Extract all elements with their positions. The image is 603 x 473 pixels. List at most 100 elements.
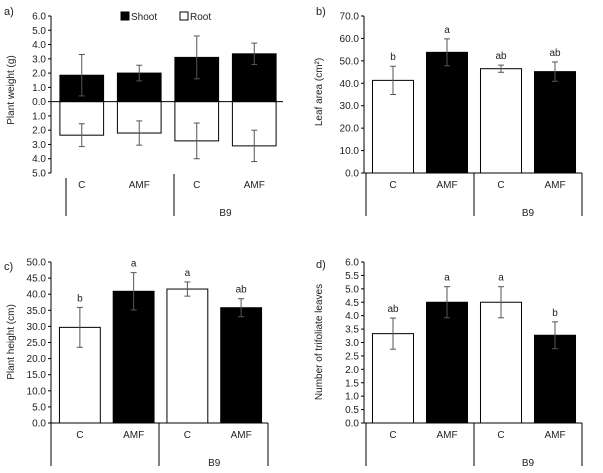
group-label: B9 bbox=[522, 208, 535, 219]
significance-letter: b bbox=[552, 308, 558, 319]
y-tick-label: 1.0 bbox=[32, 111, 46, 122]
y-tick-label: 35.0 bbox=[27, 306, 47, 317]
significance-letter: ab bbox=[236, 285, 248, 296]
bar bbox=[371, 79, 415, 174]
bar bbox=[533, 71, 577, 174]
x-tick-label: AMF bbox=[544, 180, 565, 191]
y-axis-label: Number of trifoliate leaves bbox=[314, 284, 325, 400]
legend-label-root: Root bbox=[190, 12, 211, 23]
x-tick-label: AMF bbox=[544, 430, 565, 441]
group-label: B9 bbox=[219, 208, 232, 219]
significance-letter: ab bbox=[549, 48, 561, 59]
legend-swatch-shoot bbox=[120, 11, 130, 21]
y-tick-label: 3.0 bbox=[32, 54, 46, 65]
bar bbox=[112, 290, 155, 424]
y-tick-label: 25.0 bbox=[27, 338, 47, 349]
y-tick-label: 40.0 bbox=[340, 79, 360, 90]
y-tick-label: 50.0 bbox=[340, 56, 360, 67]
y-tick-label: 0.0 bbox=[32, 419, 46, 430]
y-tick-label: 2.0 bbox=[345, 365, 359, 376]
y-tick-label: 4.5 bbox=[345, 298, 359, 309]
y-tick-label: 6.0 bbox=[32, 12, 46, 23]
y-tick-label: 4.0 bbox=[32, 40, 46, 51]
y-tick-label: 0.0 bbox=[345, 419, 359, 430]
x-tick-label: C bbox=[389, 430, 396, 441]
x-tick-label: C bbox=[184, 430, 191, 441]
y-tick-label: 60.0 bbox=[340, 34, 360, 45]
y-tick-label: 1.0 bbox=[345, 392, 359, 403]
panel-label: d) bbox=[316, 259, 326, 271]
y-tick-label: 15.0 bbox=[27, 370, 47, 381]
group-label: B9 bbox=[522, 458, 535, 469]
y-tick-label: 3.0 bbox=[32, 140, 46, 151]
y-tick-label: 1.0 bbox=[32, 83, 46, 94]
legend-swatch-root bbox=[179, 11, 189, 21]
panel-a: a) Plant weight (g) Shoot Root 5.0 4.0 3.0… bbox=[4, 6, 283, 219]
y-tick-label: 70.0 bbox=[340, 12, 360, 23]
x-tick-label: AMF bbox=[436, 430, 457, 441]
bar bbox=[425, 301, 469, 424]
bar bbox=[479, 301, 523, 424]
x-tick-label: AMF bbox=[129, 180, 150, 191]
panel-c: c) Plant height (cm) 0.0 5.0 10.0 15.0 20.0 2… bbox=[4, 258, 269, 469]
legend-label-shoot: Shoot bbox=[131, 12, 157, 23]
y-tick-label: 5.5 bbox=[345, 271, 359, 282]
x-tick-label: C bbox=[193, 180, 200, 191]
y-tick-label: 6.0 bbox=[345, 258, 359, 269]
significance-letter: a bbox=[131, 259, 137, 270]
significance-letter: b bbox=[390, 52, 396, 63]
panel-label: b) bbox=[316, 6, 326, 18]
x-tick-label: AMF bbox=[244, 180, 265, 191]
significance-letter: a bbox=[444, 273, 450, 284]
x-tick-label: C bbox=[389, 180, 396, 191]
significance-letter: a bbox=[444, 25, 450, 36]
group-label: B9 bbox=[208, 458, 221, 469]
x-tick-label: C bbox=[497, 430, 504, 441]
bar bbox=[220, 307, 263, 424]
y-tick-label: 0.5 bbox=[345, 405, 359, 416]
y-tick-label: 4.0 bbox=[32, 154, 46, 165]
y-tick-label: 30.0 bbox=[27, 322, 47, 333]
y-axis-label: Plant height (cm) bbox=[6, 304, 17, 380]
y-tick-label: 10.0 bbox=[27, 386, 47, 397]
y-tick-label: 5.0 bbox=[32, 169, 46, 180]
y-tick-label: 0.0 bbox=[32, 97, 46, 108]
y-tick-label: 30.0 bbox=[340, 101, 360, 112]
y-tick-label: 5.0 bbox=[345, 284, 359, 295]
y-tick-label: 3.0 bbox=[345, 338, 359, 349]
panel-d: d) Number of trifoliate leaves 0.0 0.5 1.0… bbox=[314, 258, 583, 469]
bar bbox=[425, 51, 469, 174]
x-tick-label: AMF bbox=[231, 430, 252, 441]
panel-label: c) bbox=[4, 261, 13, 273]
y-axis-label: Plant weight (g) bbox=[6, 55, 17, 124]
y-axis-label: Leaf area (cm²) bbox=[314, 58, 325, 126]
y-tick-label: 2.0 bbox=[32, 69, 46, 80]
y-tick-label: 50.0 bbox=[27, 258, 47, 269]
y-tick-label: 5.0 bbox=[32, 402, 46, 413]
significance-letter: b bbox=[77, 293, 83, 304]
y-tick-label: 10.0 bbox=[340, 146, 360, 157]
x-tick-label: AMF bbox=[436, 180, 457, 191]
significance-letter: ab bbox=[495, 51, 507, 62]
x-tick-label: C bbox=[78, 180, 85, 191]
y-tick-label: 0.0 bbox=[345, 169, 359, 180]
y-tick-label: 20.0 bbox=[340, 124, 360, 135]
y-tick-label: 2.5 bbox=[345, 351, 359, 362]
x-tick-label: C bbox=[76, 430, 83, 441]
x-tick-label: C bbox=[497, 180, 504, 191]
y-tick-label: 3.5 bbox=[345, 325, 359, 336]
bar bbox=[166, 288, 209, 424]
panel-label: a) bbox=[4, 6, 14, 18]
y-tick-label: 20.0 bbox=[27, 354, 47, 365]
bar bbox=[479, 68, 523, 174]
y-tick-label: 5.0 bbox=[32, 26, 46, 37]
significance-letter: a bbox=[185, 268, 191, 279]
x-tick-label: AMF bbox=[123, 430, 144, 441]
y-tick-label: 45.0 bbox=[27, 274, 47, 285]
y-tick-label: 2.0 bbox=[32, 126, 46, 137]
panel-b: b) Leaf area (cm²) 0.0 10.0 20.0 30.0 40.0 50… bbox=[314, 6, 583, 219]
y-tick-label: 40.0 bbox=[27, 290, 47, 301]
significance-letter: a bbox=[498, 273, 504, 284]
y-tick-label: 1.5 bbox=[345, 378, 359, 389]
